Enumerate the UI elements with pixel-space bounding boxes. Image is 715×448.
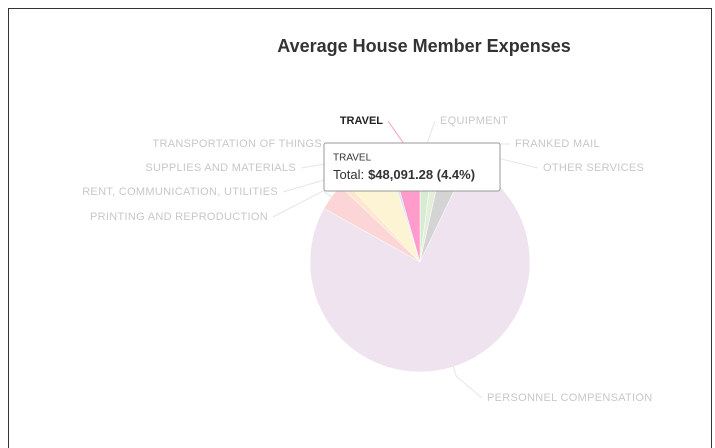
slice-label: RENT, COMMUNICATION, UTILITIES	[82, 186, 278, 198]
tooltip-total-label: Total:	[333, 167, 364, 182]
leader-line	[272, 190, 334, 218]
tooltip: TRAVEL Total: $48,091.28 (4.4%)	[323, 142, 501, 192]
slice-label: PERSONNEL COMPENSATION	[487, 392, 653, 404]
tooltip-title: TRAVEL	[333, 153, 372, 164]
slice-label: TRAVEL	[340, 115, 383, 127]
slice-label: EQUIPMENT	[440, 115, 508, 127]
slice-label: OTHER SERVICES	[543, 162, 644, 174]
slice-label: TRANSPORTATION OF THINGS	[152, 138, 322, 150]
slice-label: PRINTING AND REPRODUCTION	[90, 211, 268, 223]
tooltip-body: Total: $48,091.28 (4.4%)	[333, 167, 475, 182]
frame	[8, 8, 712, 448]
tooltip-value: $48,091.28 (4.4%)	[368, 167, 475, 182]
slice-label: FRANKED MAIL	[515, 138, 600, 150]
leader-line	[452, 364, 483, 399]
chart-title: Average House Member Expenses	[277, 36, 570, 56]
slice-label: SUPPLIES AND MATERIALS	[145, 162, 296, 174]
tooltip-box	[323, 142, 501, 192]
